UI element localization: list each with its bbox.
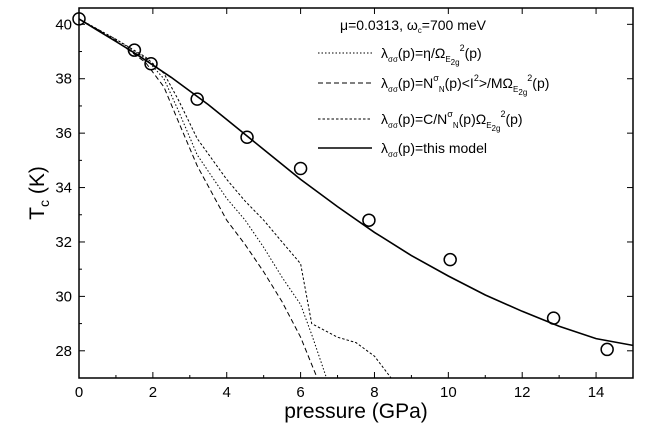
x-tick-label: 8 (370, 384, 378, 401)
y-tick-label: 36 (55, 125, 72, 142)
experimental-points (72, 12, 614, 357)
y-tick-label: 30 (55, 288, 72, 305)
y-tick-label: 38 (55, 71, 72, 88)
legend-entry: λσσ(p)=NσN(p)<I2>/MΩE2g2(p) (381, 73, 549, 97)
data-point (443, 252, 457, 267)
data-point (240, 130, 254, 144)
y-tick-label: 40 (55, 16, 72, 33)
data-point (127, 43, 142, 57)
x-tick-label: 14 (588, 384, 605, 401)
y-axis-title-unit: (K) (26, 166, 49, 200)
legend: μ=0.0313, ωc=700 meV λσσ(p)=η/ΩE2g2(p) λσσ… (318, 17, 549, 159)
x-tick-label: 12 (514, 384, 531, 401)
series-lines (79, 18, 633, 378)
data-point (293, 161, 308, 176)
data-point (190, 92, 204, 106)
legend-header: μ=0.0313, ωc=700 meV (340, 17, 487, 35)
x-tick-label: 2 (149, 384, 157, 401)
y-tick-label: 34 (55, 180, 72, 197)
tick-labels: 0 2 4 6 8 10 12 14 28 30 32 34 36 38 40 (55, 16, 604, 401)
data-point (72, 12, 86, 26)
series-line-short-dashed (79, 18, 392, 378)
y-axis-title-main: T (26, 207, 49, 220)
y-axis-title-sub: c (36, 200, 52, 207)
x-tick-label: 6 (296, 384, 304, 401)
series-line-solid (79, 18, 633, 347)
series-line-dotted (79, 18, 327, 378)
data-point (600, 342, 614, 357)
x-axis-title: pressure (GPa) (284, 400, 428, 423)
legend-entry: λσσ(p)=C/NσN(p)ΩE2g2(p) (381, 109, 523, 133)
series-line-dashed (79, 18, 318, 378)
y-axis-title: Tc (K) (26, 166, 52, 220)
x-tick-label: 10 (440, 384, 457, 401)
legend-entry: λσσ(p)=this model (381, 140, 487, 159)
data-point (144, 57, 158, 71)
data-point (546, 311, 561, 325)
y-tick-label: 32 (55, 234, 72, 251)
plot-frame (78, 7, 634, 379)
x-tick-label: 0 (75, 384, 83, 401)
ticks (78, 8, 633, 378)
data-point (362, 213, 376, 227)
x-tick-label: 4 (223, 384, 231, 401)
legend-entry: λσσ(p)=η/ΩE2g2(p) (381, 43, 482, 67)
y-tick-label: 28 (55, 343, 72, 360)
